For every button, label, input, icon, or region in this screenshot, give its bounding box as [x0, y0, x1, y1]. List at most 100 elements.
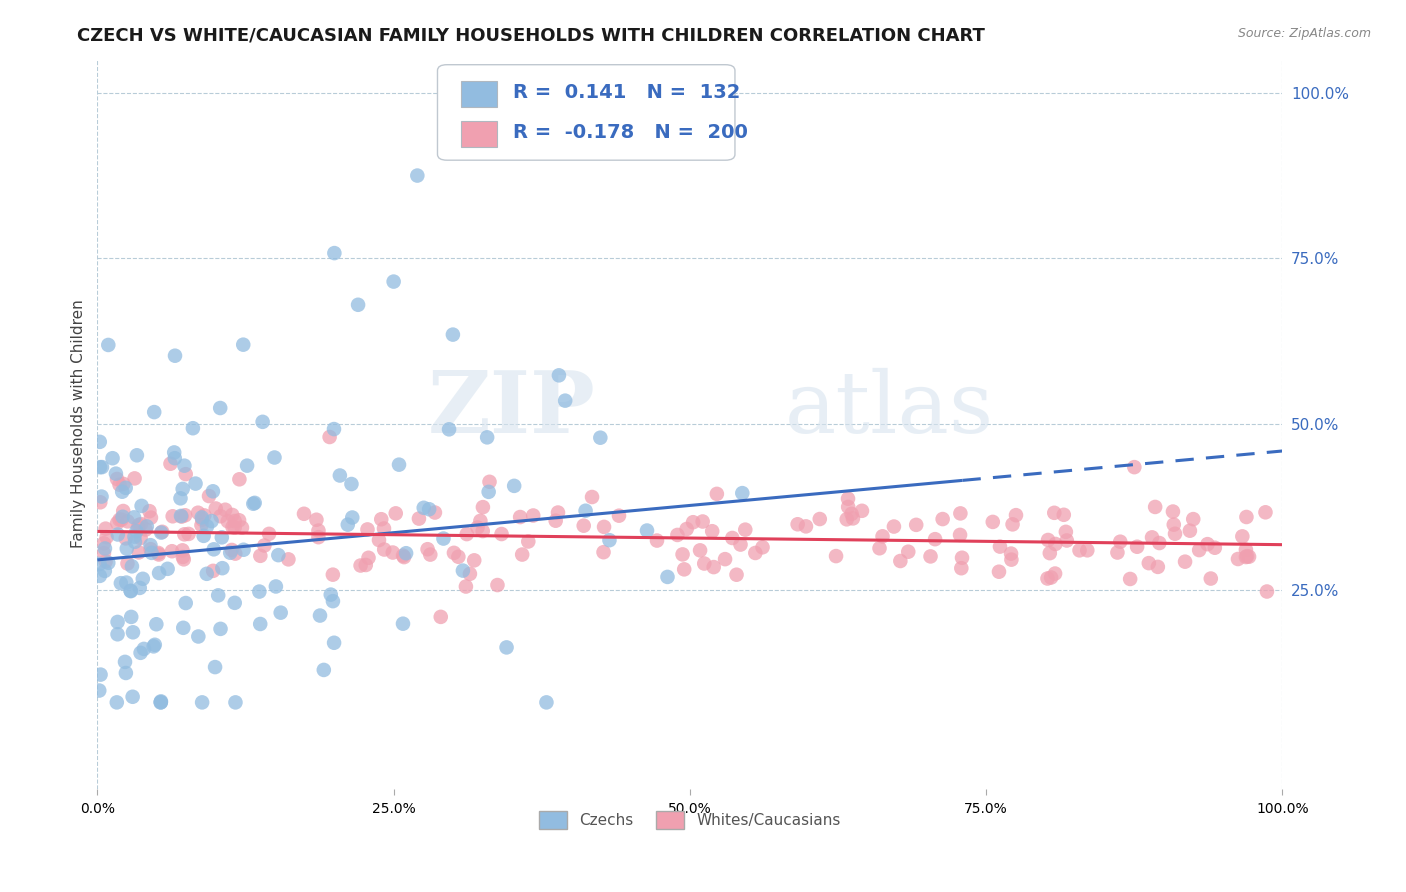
- Point: [835, 512, 858, 526]
- Point: [94, 541, 117, 556]
- Point: [174, 596, 197, 610]
- Point: [950, 550, 973, 565]
- Point: [252, 415, 274, 429]
- Point: [544, 514, 567, 528]
- Point: [149, 695, 172, 709]
- Point: [198, 489, 221, 503]
- Point: [692, 515, 714, 529]
- Point: [607, 508, 630, 523]
- Point: [117, 557, 139, 571]
- Point: [217, 514, 239, 528]
- Point: [388, 458, 411, 472]
- Point: [319, 588, 342, 602]
- Point: [131, 499, 153, 513]
- Point: [228, 472, 250, 486]
- Point: [139, 510, 162, 524]
- Point: [689, 543, 711, 558]
- Point: [842, 511, 865, 525]
- Point: [174, 508, 197, 523]
- Point: [292, 507, 315, 521]
- Point: [112, 504, 135, 518]
- Point: [174, 467, 197, 482]
- Point: [94, 564, 117, 578]
- Point: [451, 564, 474, 578]
- Point: [323, 422, 346, 436]
- Point: [382, 275, 405, 289]
- Point: [94, 522, 117, 536]
- Point: [267, 548, 290, 562]
- Point: [458, 566, 481, 581]
- Point: [232, 542, 254, 557]
- Point: [406, 169, 429, 183]
- Point: [209, 401, 232, 415]
- Point: [195, 566, 218, 581]
- Point: [312, 663, 335, 677]
- Point: [110, 512, 132, 526]
- Point: [423, 506, 446, 520]
- FancyBboxPatch shape: [461, 81, 496, 107]
- Point: [673, 562, 696, 576]
- Point: [231, 521, 253, 535]
- Point: [467, 520, 489, 534]
- Point: [214, 502, 236, 516]
- Point: [202, 542, 225, 557]
- Point: [905, 517, 928, 532]
- Point: [1036, 533, 1059, 547]
- Point: [657, 570, 679, 584]
- Point: [209, 509, 232, 524]
- Point: [89, 569, 111, 583]
- Point: [117, 514, 139, 528]
- Point: [89, 460, 111, 475]
- Point: [1256, 584, 1278, 599]
- Point: [949, 507, 972, 521]
- Point: [702, 524, 724, 539]
- Point: [1040, 570, 1063, 584]
- Point: [950, 561, 973, 575]
- Point: [224, 596, 246, 610]
- Point: [418, 502, 440, 516]
- Point: [163, 445, 186, 459]
- Point: [373, 521, 395, 535]
- Point: [309, 608, 332, 623]
- Text: R =  0.141   N =  132: R = 0.141 N = 132: [513, 83, 741, 102]
- Text: ZIP: ZIP: [427, 368, 595, 451]
- Point: [495, 640, 517, 655]
- Point: [356, 523, 378, 537]
- Point: [143, 638, 166, 652]
- Point: [142, 640, 165, 654]
- Point: [184, 476, 207, 491]
- Point: [139, 542, 162, 557]
- Point: [114, 532, 136, 546]
- Point: [308, 524, 330, 538]
- Point: [195, 519, 218, 533]
- Point: [349, 558, 371, 573]
- Point: [751, 541, 773, 555]
- Point: [347, 298, 370, 312]
- Point: [510, 548, 533, 562]
- Y-axis label: Family Households with Children: Family Households with Children: [72, 300, 86, 549]
- Point: [547, 506, 569, 520]
- Point: [589, 431, 612, 445]
- FancyBboxPatch shape: [461, 120, 496, 147]
- Point: [456, 527, 478, 541]
- Point: [322, 594, 344, 608]
- Point: [129, 531, 152, 545]
- Point: [150, 524, 173, 539]
- Point: [90, 667, 112, 681]
- Point: [478, 484, 501, 499]
- Point: [107, 527, 129, 541]
- Point: [1149, 536, 1171, 550]
- Point: [1069, 543, 1091, 558]
- Point: [682, 515, 704, 529]
- Point: [1237, 549, 1260, 564]
- Text: atlas: atlas: [785, 368, 994, 451]
- Point: [869, 541, 891, 556]
- Point: [837, 500, 859, 514]
- Point: [170, 509, 193, 524]
- Point: [89, 683, 111, 698]
- Point: [115, 665, 138, 680]
- Point: [172, 543, 194, 558]
- Point: [307, 530, 329, 544]
- Point: [1076, 543, 1098, 558]
- Point: [1182, 512, 1205, 526]
